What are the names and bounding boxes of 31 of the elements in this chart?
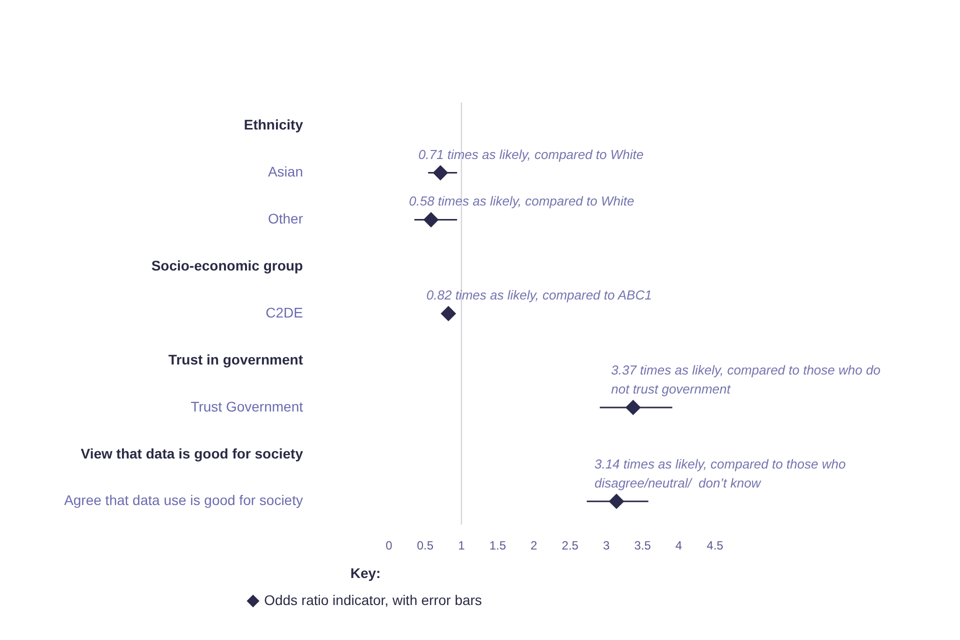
x-tick-label: 3.5 — [634, 538, 652, 552]
point — [608, 494, 624, 509]
y-tick-label: Other — [268, 210, 304, 227]
annotation: 3.14 times as likely, compared to those who disagree/neutral/ don’t know — [594, 456, 846, 490]
x-tick-label: 4.5 — [706, 538, 724, 552]
y-tick-label: Socio-economic group — [151, 258, 303, 274]
y-tick-label: Asian — [268, 164, 303, 180]
x-tick-label: 2 — [530, 538, 538, 552]
annotation: 0.82 times as likely, compared to ABC1 — [426, 288, 652, 303]
y-tick-label: Trust Government — [190, 398, 304, 414]
point — [440, 306, 456, 322]
y-tick-label: C2DE — [266, 304, 303, 320]
legend-title: Key: — [350, 565, 381, 582]
point — [432, 165, 448, 180]
x-tick-label: 2.5 — [562, 538, 579, 552]
y-tick-label: Ethnicity — [244, 116, 304, 133]
point — [626, 400, 641, 415]
y-tick-label: View that data is good for society — [80, 445, 304, 462]
annotation: 3.37 times as likely, compared to those who do not trust government — [611, 362, 880, 396]
legend-label: Odds ratio indicator, with error bars — [264, 592, 482, 608]
x-tick-label: 0 — [386, 538, 393, 552]
x-tick-label: 0.5 — [416, 538, 434, 552]
x-tick-label: 3 — [602, 538, 610, 552]
x-tick-label: 1.5 — [489, 538, 506, 552]
point — [424, 212, 439, 228]
annotation: 0.71 times as likely, compared to White — [418, 146, 644, 162]
y-tick-label: Agree that data use is good for society — [64, 492, 303, 508]
annotation: 0.58 times as likely, compared to White — [409, 194, 634, 209]
y-tick-label: Trust in government — [168, 351, 304, 368]
x-tick-label: 4 — [675, 538, 682, 552]
x-tick-label: 1 — [458, 538, 466, 552]
